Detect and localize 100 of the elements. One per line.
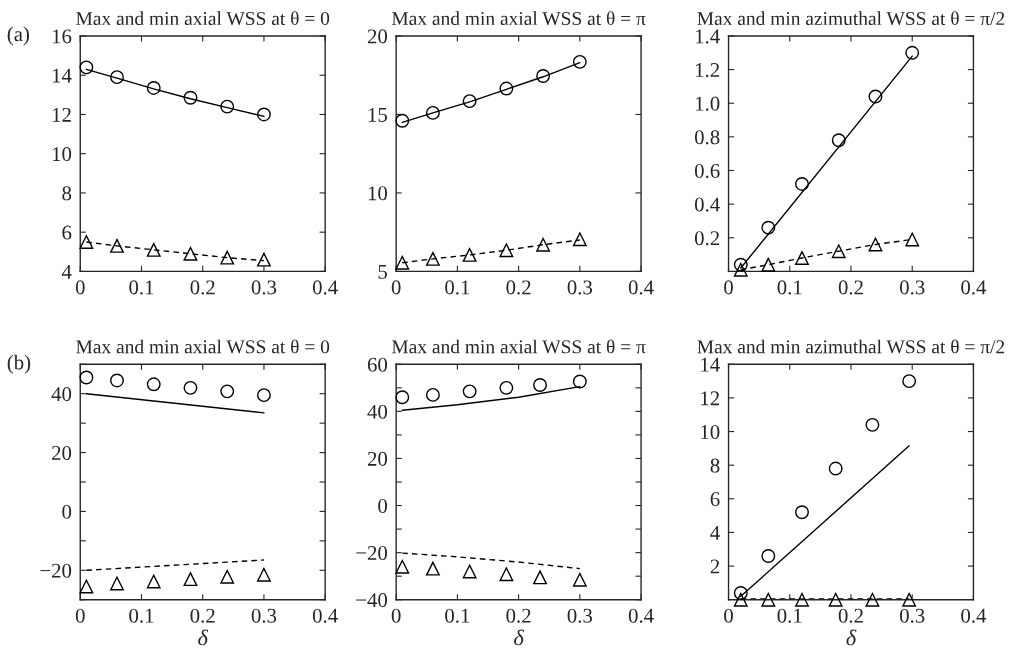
y-tick-label: 0.4	[694, 197, 720, 212]
point	[79, 579, 94, 594]
y-tick-label: 14	[701, 357, 720, 372]
point	[395, 255, 410, 270]
point	[865, 417, 880, 432]
point	[761, 592, 776, 607]
x-tick-label: 0.1	[777, 280, 802, 295]
point	[828, 461, 843, 476]
point	[499, 81, 514, 96]
chart-title: Max and min axial WSS at θ = 0	[76, 339, 330, 354]
point	[795, 251, 809, 265]
y-tick-label: 10	[52, 147, 72, 162]
point	[499, 243, 514, 258]
point	[79, 235, 94, 249]
point	[831, 244, 846, 259]
y-tick-label: 60	[367, 357, 388, 372]
y-tick-label: 0.6	[694, 163, 720, 179]
point	[425, 561, 440, 576]
x-tick-label: 0.3	[567, 280, 593, 295]
point	[761, 257, 776, 272]
x-axis-title: δ	[198, 629, 209, 646]
y-tick-label: 15	[368, 107, 388, 122]
point	[795, 177, 809, 191]
x-tick-label: 0.2	[190, 280, 215, 295]
chart-title: Max and min azimuthal WSS at θ = π/2	[697, 11, 1005, 26]
point	[733, 257, 748, 272]
point	[868, 237, 883, 252]
x-tick-label: 0.2	[506, 608, 531, 623]
x-tick-label: 0.2	[838, 280, 863, 295]
point	[905, 45, 920, 60]
x-tick-label: 0.4	[628, 280, 654, 295]
x-tick-label: 0.3	[567, 608, 593, 623]
point	[256, 252, 271, 267]
x-tick-label: 0.1	[445, 608, 470, 623]
point	[220, 99, 235, 114]
point	[395, 559, 410, 574]
y-tick-label: 6	[710, 492, 720, 507]
x-tick-label: 0.1	[129, 608, 154, 623]
point	[395, 390, 410, 405]
x-tick-label: 0.2	[506, 280, 531, 295]
point	[256, 388, 271, 403]
x-tick-label: 0.4	[312, 608, 338, 623]
point	[146, 81, 161, 95]
x-tick-label: 0.1	[445, 280, 470, 295]
y-tick-label: 8	[62, 186, 72, 201]
point	[902, 592, 917, 607]
point	[761, 549, 776, 563]
point	[183, 572, 198, 587]
point	[733, 262, 748, 277]
y-tick-label: 0.8	[694, 130, 720, 145]
line-series	[401, 552, 581, 570]
point	[905, 232, 920, 247]
y-tick-label: 8	[710, 458, 720, 473]
point	[902, 374, 917, 389]
point	[183, 90, 198, 105]
x-tick-label: 0.3	[899, 280, 925, 295]
x-tick-label: 0.4	[312, 280, 338, 295]
point	[425, 105, 440, 120]
x-tick-label: 0	[724, 608, 733, 623]
point	[79, 60, 94, 75]
y-tick-label: 20	[52, 445, 72, 460]
point	[536, 237, 551, 252]
point	[795, 592, 809, 607]
y-tick-label: 6	[62, 225, 72, 240]
y-tick-label: 4	[61, 264, 72, 279]
x-tick-label: 0.2	[838, 608, 863, 623]
y-tick-label: 10	[701, 424, 720, 439]
x-tick-label: 0	[391, 280, 401, 295]
x-tick-label: 0	[724, 280, 733, 295]
point	[733, 592, 748, 607]
point	[828, 592, 843, 607]
x-tick-label: 0	[75, 280, 85, 295]
point	[462, 247, 477, 262]
x-tick-label: 0.4	[628, 608, 654, 623]
point	[395, 113, 410, 128]
x-axis-title: δ	[514, 629, 525, 646]
chart-title: Max and min axial WSS at θ = π	[391, 11, 646, 26]
y-tick-label: 1.0	[695, 96, 720, 111]
point	[572, 572, 587, 587]
point	[110, 238, 124, 253]
y-tick-label: 0.2	[694, 231, 720, 246]
point	[462, 564, 477, 579]
point	[761, 220, 776, 235]
point	[220, 569, 235, 584]
point	[256, 107, 271, 122]
y-tick-label: 40	[367, 404, 388, 419]
y-tick-label: 10	[368, 186, 388, 201]
x-tick-label: 0.1	[777, 608, 802, 623]
point	[110, 576, 124, 591]
y-tick-label: 14	[52, 68, 72, 83]
point	[533, 570, 547, 585]
point	[831, 133, 846, 148]
chart-title: Max and min azimuthal WSS at θ = π/2	[697, 339, 1005, 354]
text: (b)	[7, 354, 31, 374]
y-tick-label: 0	[378, 498, 388, 513]
x-tick-label: 0.4	[961, 280, 987, 295]
point	[868, 89, 883, 104]
point	[220, 384, 235, 399]
y-tick-label: 0	[62, 504, 72, 519]
y-tick-label: 16	[52, 29, 72, 44]
